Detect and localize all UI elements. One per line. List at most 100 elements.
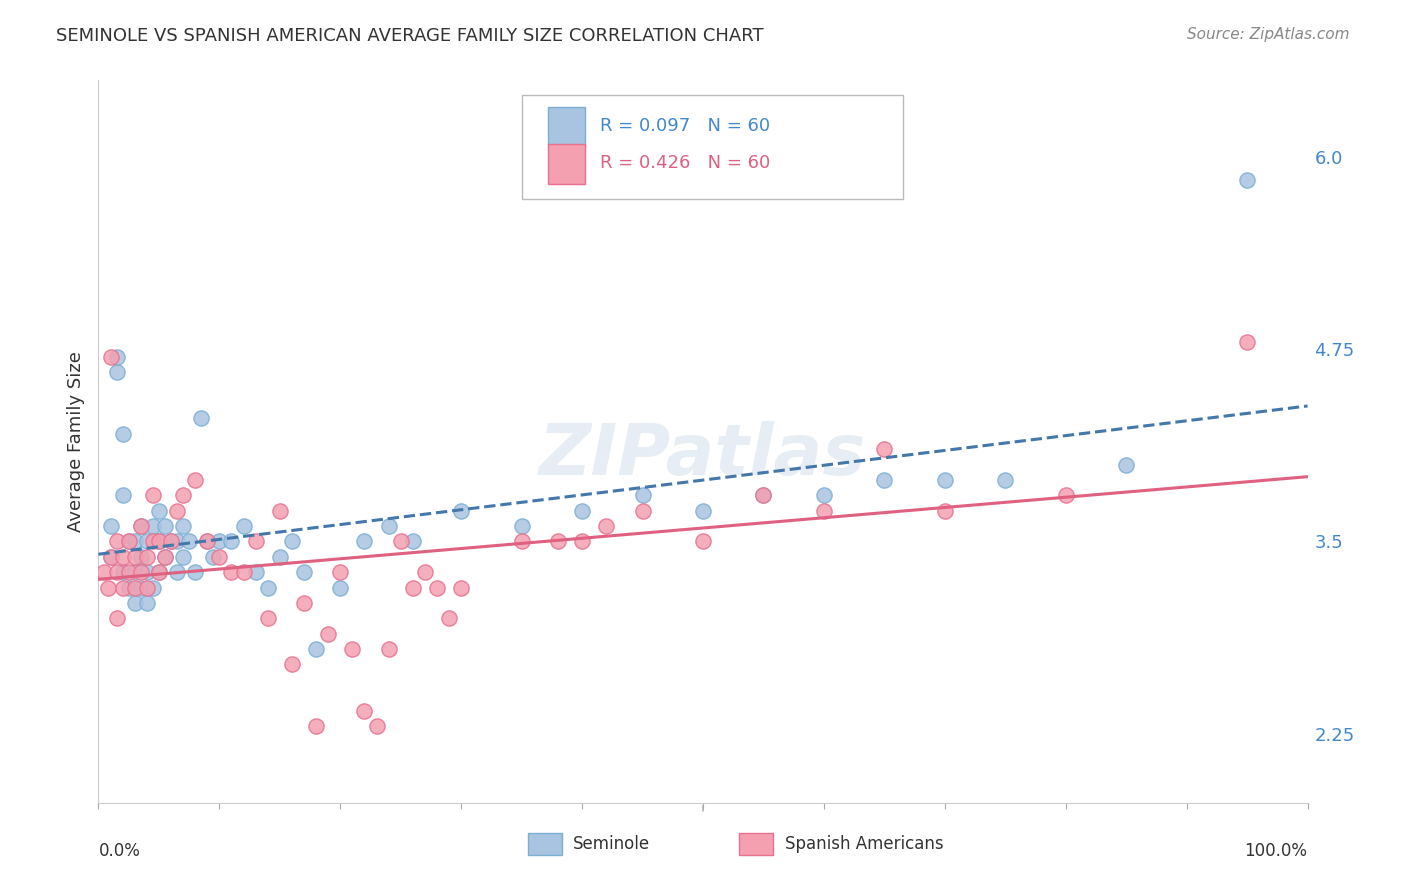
Point	[1115, 458, 1137, 472]
Point	[450, 504, 472, 518]
Point	[100, 519, 122, 533]
Point	[752, 488, 775, 502]
Point	[111, 549, 134, 564]
Point	[153, 519, 176, 533]
Point	[135, 549, 157, 564]
Point	[450, 581, 472, 595]
Point	[118, 534, 141, 549]
Point	[93, 565, 115, 579]
Point	[353, 704, 375, 718]
Point	[124, 581, 146, 595]
Point	[402, 534, 425, 549]
Point	[118, 581, 141, 595]
Point	[135, 565, 157, 579]
Point	[377, 642, 399, 657]
Text: ZIPatlas: ZIPatlas	[540, 422, 866, 491]
Point	[148, 504, 170, 518]
Point	[413, 565, 436, 579]
Point	[366, 719, 388, 733]
Point	[305, 719, 328, 733]
Point	[105, 534, 128, 549]
Point	[172, 549, 194, 564]
Point	[111, 581, 134, 595]
Point	[100, 350, 122, 364]
Point	[129, 581, 152, 595]
Point	[184, 565, 207, 579]
Point	[994, 473, 1017, 487]
Point	[221, 534, 243, 549]
Point	[129, 519, 152, 533]
Point	[510, 534, 533, 549]
Point	[752, 488, 775, 502]
Text: R = 0.097   N = 60: R = 0.097 N = 60	[600, 117, 770, 135]
Point	[873, 442, 896, 457]
Point	[631, 504, 654, 518]
Point	[190, 411, 212, 425]
Point	[118, 534, 141, 549]
Point	[97, 581, 120, 595]
Point	[256, 581, 278, 595]
Point	[153, 549, 176, 564]
Point	[172, 519, 194, 533]
Point	[232, 519, 254, 533]
Point	[269, 504, 291, 518]
Point	[595, 519, 617, 533]
Point	[221, 565, 243, 579]
Point	[105, 611, 128, 625]
Point	[692, 534, 714, 549]
FancyBboxPatch shape	[527, 833, 561, 855]
Point	[631, 488, 654, 502]
Point	[402, 581, 425, 595]
Point	[316, 626, 339, 640]
Point	[124, 534, 146, 549]
Point	[547, 534, 569, 549]
Point	[100, 549, 122, 564]
Point	[571, 534, 593, 549]
Point	[118, 565, 141, 579]
Point	[105, 350, 128, 364]
Point	[329, 565, 352, 579]
Point	[245, 565, 267, 579]
Text: R = 0.426   N = 60: R = 0.426 N = 60	[600, 154, 770, 172]
Point	[148, 565, 170, 579]
Point	[135, 581, 157, 595]
Point	[135, 534, 157, 549]
Point	[160, 534, 183, 549]
Point	[510, 519, 533, 533]
Point	[105, 565, 128, 579]
Text: SEMINOLE VS SPANISH AMERICAN AVERAGE FAMILY SIZE CORRELATION CHART: SEMINOLE VS SPANISH AMERICAN AVERAGE FAM…	[56, 27, 763, 45]
Point	[153, 549, 176, 564]
Point	[281, 534, 304, 549]
Text: Source: ZipAtlas.com: Source: ZipAtlas.com	[1187, 27, 1350, 42]
Point	[292, 596, 315, 610]
Point	[202, 549, 225, 564]
Point	[256, 611, 278, 625]
Point	[142, 534, 165, 549]
Point	[437, 611, 460, 625]
FancyBboxPatch shape	[522, 95, 903, 200]
FancyBboxPatch shape	[548, 107, 585, 147]
Point	[148, 534, 170, 549]
Point	[148, 565, 170, 579]
Point	[135, 596, 157, 610]
Text: Spanish Americans: Spanish Americans	[785, 835, 943, 853]
Point	[105, 365, 128, 379]
Point	[160, 534, 183, 549]
Point	[166, 504, 188, 518]
Point	[305, 642, 328, 657]
Point	[1236, 334, 1258, 349]
Point	[179, 534, 201, 549]
Point	[342, 642, 364, 657]
Point	[124, 565, 146, 579]
Point	[426, 581, 449, 595]
Point	[148, 534, 170, 549]
Point	[124, 549, 146, 564]
Point	[934, 504, 956, 518]
Point	[172, 488, 194, 502]
Point	[353, 534, 375, 549]
FancyBboxPatch shape	[548, 144, 585, 184]
Point	[166, 565, 188, 579]
Point	[111, 488, 134, 502]
Point	[208, 549, 231, 564]
Y-axis label: Average Family Size: Average Family Size	[66, 351, 84, 532]
